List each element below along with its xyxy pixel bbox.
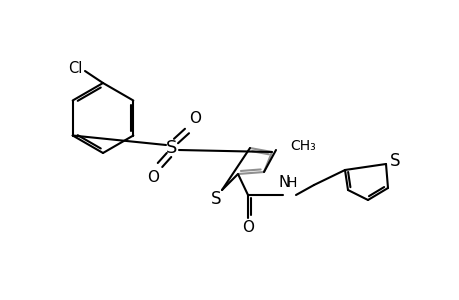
Text: H: H <box>286 176 297 190</box>
Text: S: S <box>389 152 399 170</box>
Text: CH₃: CH₃ <box>289 139 315 153</box>
Text: N: N <box>278 175 289 190</box>
Text: O: O <box>241 220 253 235</box>
Text: S: S <box>210 190 221 208</box>
Text: O: O <box>189 110 201 125</box>
Text: S: S <box>166 139 177 157</box>
Text: O: O <box>147 170 159 185</box>
Text: Cl: Cl <box>67 61 82 76</box>
